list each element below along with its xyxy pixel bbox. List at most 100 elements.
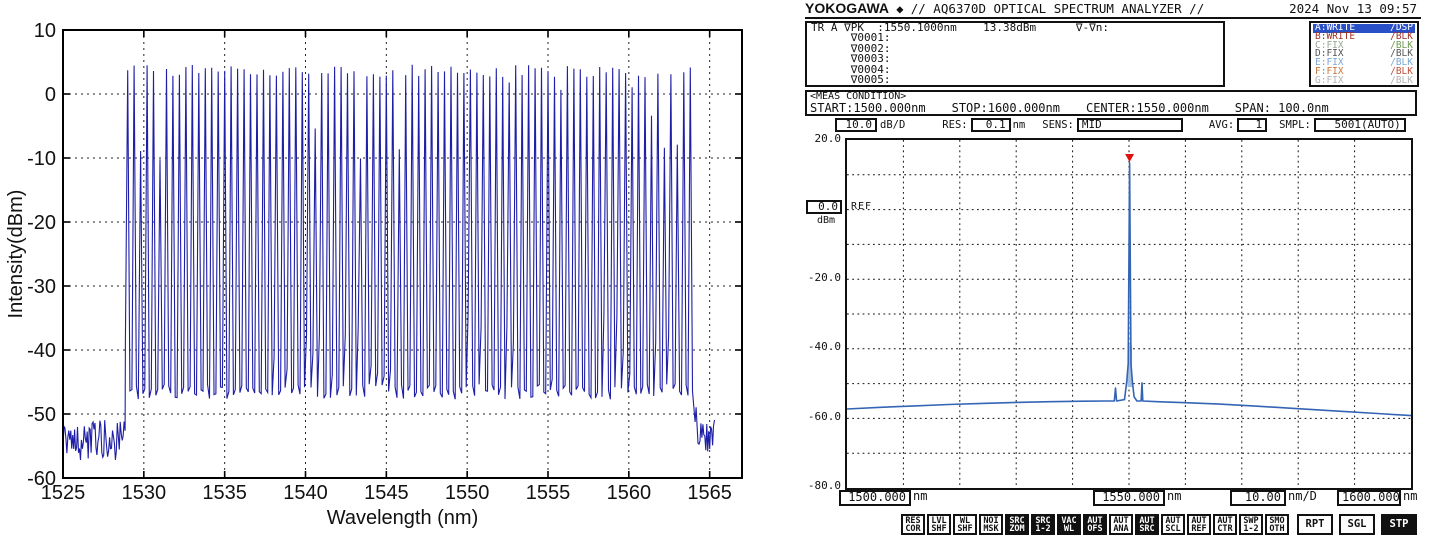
osa-trace [846, 162, 1412, 417]
softkey-aut-ctr[interactable]: AUT CTR [1213, 514, 1237, 535]
softkey-aut-ana[interactable]: AUT ANA [1109, 514, 1133, 535]
avg-label: AVG: [1208, 119, 1235, 131]
softkey-src-1-2[interactable]: SRC 1-2 [1031, 514, 1055, 535]
meas-condition-heading: <MEAS CONDITION> [810, 91, 907, 102]
xaxis-div-group: 10.00 nm/D [1230, 490, 1317, 507]
res-unit: nm [1012, 119, 1026, 131]
softkey-noi-msk[interactable]: NOI MSK [979, 514, 1003, 535]
sens-label: SENS: [1042, 119, 1074, 131]
xaxis-stop-group: 1600.000 nm [1337, 490, 1417, 507]
osa-plot-area [845, 138, 1413, 490]
peak-marker-icon [1125, 154, 1135, 163]
xaxis-center-group: 1550.000 nm [1093, 490, 1181, 507]
trace-label: A:WRITE [1315, 22, 1356, 33]
trace-status: /BLK [1390, 48, 1413, 60]
svg-text:-60: -60 [27, 468, 56, 490]
x-axis-title: Wavelength (nm) [327, 507, 479, 529]
single-sweep-button[interactable]: SGL [1339, 514, 1375, 535]
yaxis-label-m40: -40.0 [807, 340, 841, 353]
trace-label: B:WRITE [1315, 30, 1356, 42]
meas-condition-box: <MEAS CONDITION> START:1500.000nm STOP:1… [805, 90, 1417, 116]
svg-text:1530: 1530 [122, 482, 167, 504]
xaxis-center-field: 1550.000 [1093, 490, 1165, 506]
xaxis-start-group: 1500.000 nm [839, 490, 927, 507]
xaxis-start-field: 1500.000 [839, 490, 911, 506]
yaxis-label-20: 20.0 [814, 132, 842, 145]
stop-sweep-button[interactable]: STP [1381, 514, 1417, 535]
xaxis-div-field: 10.00 [1230, 490, 1286, 506]
ref-unit-label: dBm [816, 215, 836, 226]
trace-row-e[interactable]: E:FIX/BLK [1313, 57, 1415, 69]
osa-model-title: // AQ6370D OPTICAL SPECTRUM ANALYZER // [910, 1, 1205, 16]
osa-datetime: 2024 Nov 13 09:57 [1289, 1, 1417, 16]
scale-value-field[interactable]: 10.0 [835, 118, 877, 132]
trace-row-d[interactable]: D:FIX/BLK [1313, 48, 1415, 60]
svg-text:1565: 1565 [687, 482, 732, 504]
svg-text:1545: 1545 [364, 482, 409, 504]
softkey-row: RES COR LVL SHF WL SHF NOI MSK SRC ZOM SRC 1-2… [901, 514, 1289, 535]
meas-span: SPAN: 100.0nm [1234, 101, 1329, 115]
trace-label: E:FIX [1315, 57, 1344, 69]
softkey-res-cor[interactable]: RES COR [901, 514, 925, 535]
softkey-aut-ref[interactable]: AUT REF [1187, 514, 1211, 535]
ref-level-field[interactable]: 0.0 [806, 200, 842, 214]
softkey-lvl-shf[interactable]: LVL SHF [927, 514, 951, 535]
xaxis-stop-field: 1600.000 [1337, 490, 1401, 506]
svg-text:10: 10 [34, 20, 56, 42]
trace-status: /BLK [1390, 74, 1413, 86]
xaxis-center-unit: nm [1167, 489, 1182, 503]
osa-header: YOKOGAWA ◆ // AQ6370D OPTICAL SPECTRUM A… [805, 0, 1423, 16]
svg-text:1535: 1535 [202, 482, 247, 504]
xaxis-div-unit: nm/D [1288, 489, 1317, 503]
softkey-aut-ofs[interactable]: AUT OFS [1083, 514, 1107, 535]
svg-text:-20: -20 [27, 212, 56, 234]
ref-line-label: REF [851, 201, 873, 212]
trace-status: /BLK [1390, 65, 1413, 77]
trace-row-f[interactable]: F:FIX/BLK [1313, 65, 1415, 77]
trace-row-c[interactable]: C:FIX/BLK [1313, 39, 1415, 51]
marker-row: ∇0002: [811, 41, 891, 55]
comb-spectrum-chart: 1525 1530 1535 1540 1545 1550 1555 1560 1565 10 0 -… [5, 20, 743, 529]
trace-row-b[interactable]: B:WRITE/BLK [1313, 30, 1415, 42]
trace-status: /BLK [1390, 57, 1413, 69]
svg-text:-10: -10 [27, 148, 56, 170]
svg-text:-40: -40 [27, 340, 56, 362]
meas-start: START:1500.000nm [810, 101, 926, 115]
trace-row-a[interactable]: A:WRITE/DSP [1313, 22, 1415, 33]
peak-pedestal [1127, 345, 1133, 388]
repeat-sweep-button[interactable]: RPT [1297, 514, 1333, 535]
softkey-swp-1-2[interactable]: SWP 1-2 [1239, 514, 1263, 535]
header-divider [805, 17, 1421, 19]
softkey-smo-oth[interactable]: SMO OTH [1265, 514, 1289, 535]
sens-value-field[interactable]: MID [1076, 118, 1183, 132]
softkey-aut-scl[interactable]: AUT SCL [1161, 514, 1185, 535]
svg-text:0: 0 [45, 84, 56, 106]
softkey-wl-shf[interactable]: WL SHF [953, 514, 977, 535]
avg-value-field[interactable]: 1 [1237, 118, 1268, 132]
svg-text:1560: 1560 [607, 482, 652, 504]
trace-label: G:FIX [1315, 74, 1344, 86]
trace-label: C:FIX [1315, 39, 1344, 51]
marker-readout-box: TR A ∇PK :1550.1000nm 13.38dBm ∇-∇n: ∇00… [805, 21, 1225, 87]
trace-status-box: A:WRITE/DSP B:WRITE/BLK C:FIX/BLK D:FIX /… [1309, 21, 1419, 87]
smpl-value-field[interactable]: 5001(AUTO) [1313, 118, 1406, 132]
marker-row: ∇0003: [811, 52, 891, 66]
svg-text:-30: -30 [27, 276, 56, 298]
trace-label: F:FIX [1315, 65, 1344, 77]
trace-row-g[interactable]: G:FIX/BLK [1313, 74, 1415, 86]
osa-brand-logo: YOKOGAWA [805, 0, 890, 16]
trace-status: /BLK [1390, 30, 1413, 42]
y-axis-title: Intensity(dBm) [5, 190, 27, 319]
softkey-aut-src[interactable]: AUT SRC [1135, 514, 1159, 535]
marker-row: ∇0001: [811, 31, 891, 45]
softkey-src-zom[interactable]: SRC ZOM [1005, 514, 1029, 535]
svg-text:1540: 1540 [283, 482, 328, 504]
settings-row: 10.0 dB/D RES: 0.1 nm SENS: MID AVG: 1 S… [835, 118, 1420, 132]
marker-row: ∇0004: [811, 62, 891, 76]
yaxis-label-m80: -80.0 [807, 479, 841, 492]
xaxis-start-unit: nm [913, 489, 928, 503]
softkey-vac-wl[interactable]: VAC WL [1057, 514, 1081, 535]
res-label: RES: [942, 119, 968, 131]
res-value-field[interactable]: 0.1 [970, 118, 1011, 132]
